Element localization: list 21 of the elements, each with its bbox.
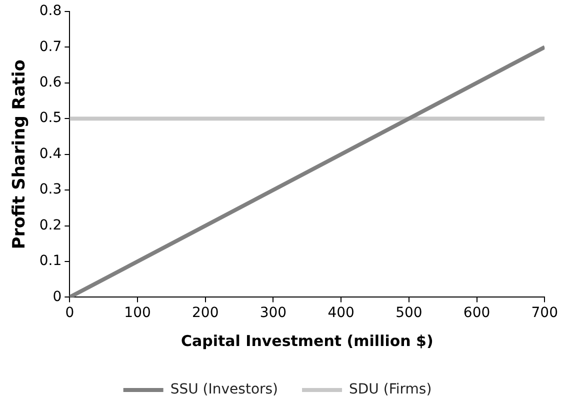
x-tick-label: 500 <box>396 305 422 322</box>
y-tick-label: 0.8 <box>39 3 62 20</box>
x-tick-label: 100 <box>124 305 151 322</box>
y-tick-label: 0.6 <box>39 74 62 90</box>
y-tick-label: 0.4 <box>39 146 62 162</box>
x-tick-label: 200 <box>192 305 219 322</box>
y-tick-label: 0.7 <box>39 38 62 55</box>
legend-label: SDU (Firms) <box>349 382 432 398</box>
x-tick-label: 300 <box>260 305 287 322</box>
legend-label: SSU (Investors) <box>170 382 278 398</box>
y-tick-label: 0.5 <box>39 110 62 126</box>
y-axis-title: Profit Sharing Ratio <box>10 60 30 250</box>
x-tick-label: 0 <box>65 305 74 322</box>
x-axis-title: Capital Investment (million $) <box>180 332 434 350</box>
x-tick-label: 400 <box>328 305 354 322</box>
y-tick-label: 0 <box>52 288 62 305</box>
x-tick-label: 600 <box>463 305 490 322</box>
x-tick-label: 700 <box>531 305 558 322</box>
y-tick-label: 0.1 <box>39 253 62 270</box>
y-tick-label: 0.3 <box>39 182 62 198</box>
y-tick-label: 0.2 <box>39 217 62 234</box>
